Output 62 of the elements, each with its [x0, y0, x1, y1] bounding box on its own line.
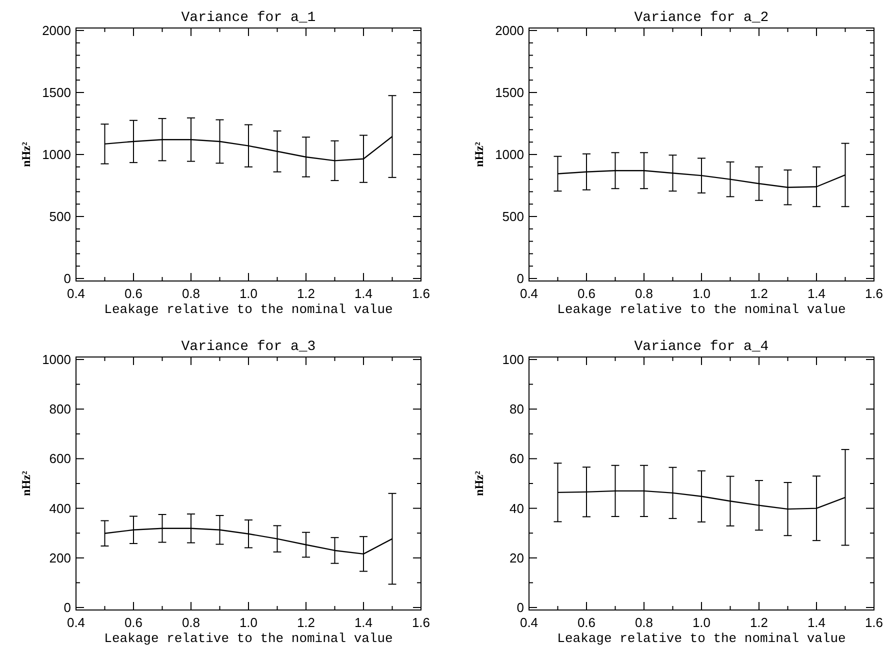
x-tick-label: 0.6	[577, 615, 596, 630]
y-tick-label: 1000	[42, 352, 71, 368]
chart-title: Variance for a_3	[181, 339, 316, 355]
y-tick-label: 500	[502, 209, 524, 224]
y-tick-label: 100	[502, 352, 524, 368]
y-tick-label: 1500	[42, 85, 71, 100]
x-tick-label: 0.8	[634, 615, 654, 630]
x-tick-label: 0.8	[182, 615, 200, 630]
y-tick-label: 60	[510, 451, 524, 466]
y-tick-label: 800	[49, 402, 71, 417]
y-tick-label: 2000	[495, 23, 524, 38]
x-tick-label: 0.8	[182, 286, 200, 301]
y-tick-label: 80	[510, 402, 524, 417]
x-axis-title: Leakage relative to the nominal value	[104, 302, 393, 317]
x-tick-label: 1.0	[692, 615, 711, 630]
x-tick-label: 1.4	[807, 615, 826, 630]
y-tick-label: 200	[49, 550, 71, 566]
x-tick-label: 1.2	[296, 615, 316, 630]
x-tick-label: 1.6	[864, 286, 884, 301]
y-axis-title: nHz²	[19, 142, 33, 167]
y-tick-label: 20	[510, 550, 524, 566]
x-tick-label: 1.2	[750, 286, 768, 301]
x-tick-label: 1.2	[750, 615, 768, 630]
y-tick-label: 600	[49, 451, 71, 466]
chart-title: Variance for a_1	[181, 10, 316, 26]
y-tick-label: 400	[49, 500, 71, 516]
x-tick-label: 1.4	[807, 286, 826, 301]
x-tick-label: 0.4	[66, 615, 86, 630]
y-axis-title: nHz²	[472, 470, 486, 496]
x-tick-label: 1.4	[354, 615, 373, 630]
x-tick-label: 1.2	[296, 286, 316, 301]
y-tick-label: 1000	[42, 147, 71, 162]
x-tick-label: 1.0	[239, 286, 258, 301]
x-tick-label: 1.0	[692, 286, 711, 301]
y-tick-label: 1500	[495, 85, 524, 100]
x-tick-label: 0.6	[577, 286, 596, 301]
x-tick-label: 1.4	[354, 286, 373, 301]
x-tick-label: 0.8	[634, 286, 654, 301]
x-tick-label: 0.4	[520, 615, 538, 630]
x-tick-label: 0.4	[66, 286, 86, 301]
chart-title: Variance for a_2	[634, 10, 769, 26]
y-axis-title: nHz²	[472, 142, 486, 167]
x-axis-title: Leakage relative to the nominal value	[104, 631, 393, 646]
y-axis-title: nHz²	[19, 470, 33, 496]
x-tick-label: 0.4	[520, 286, 538, 301]
x-tick-label: 0.6	[124, 286, 143, 301]
y-tick-label: 0	[64, 271, 71, 286]
y-tick-label: 40	[510, 500, 524, 516]
x-tick-label: 1.6	[864, 615, 884, 630]
y-tick-label: 2000	[42, 23, 71, 38]
y-tick-label: 1000	[495, 147, 524, 162]
x-tick-label: 1.0	[239, 615, 258, 630]
y-tick-label: 0	[64, 600, 71, 616]
x-tick-label: 0.6	[124, 615, 143, 630]
y-tick-label: 500	[49, 209, 71, 224]
x-tick-label: 1.6	[412, 615, 430, 630]
x-axis-title: Leakage relative to the nominal value	[557, 302, 846, 317]
y-tick-label: 0	[516, 271, 524, 286]
x-tick-label: 1.6	[412, 286, 430, 301]
y-tick-label: 0	[516, 600, 524, 616]
chart-title: Variance for a_4	[634, 339, 769, 355]
x-axis-title: Leakage relative to the nominal value	[557, 631, 846, 646]
